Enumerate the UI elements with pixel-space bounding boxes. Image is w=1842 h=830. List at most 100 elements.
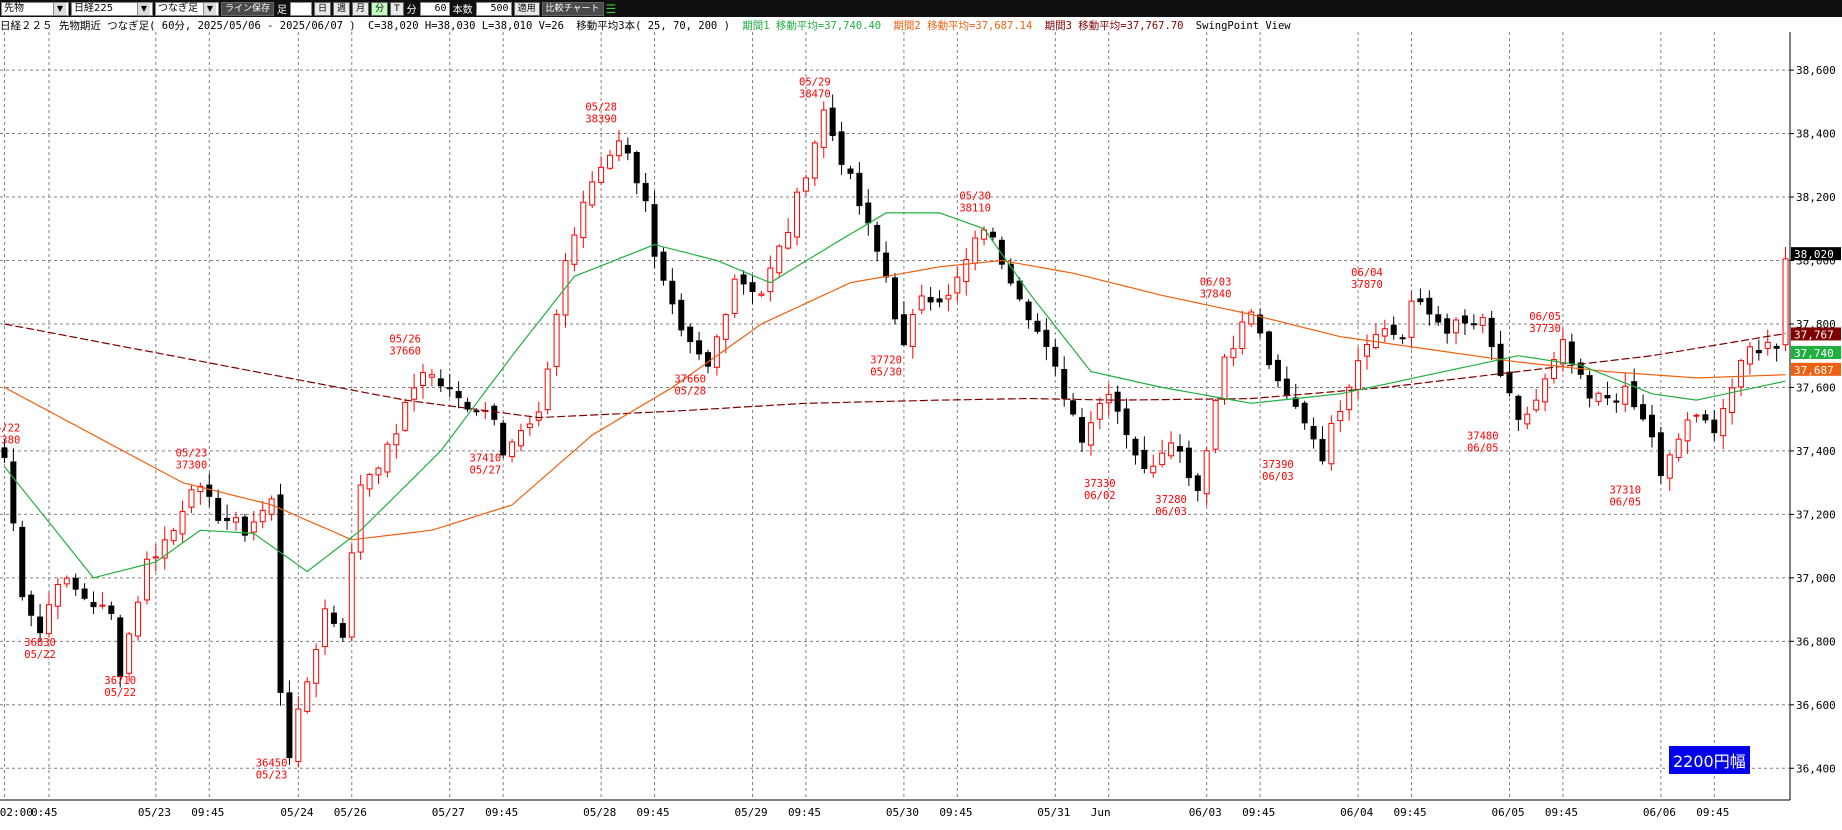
period-week-button[interactable]: 週 — [333, 1, 351, 16]
period-day-button[interactable]: 日 — [314, 1, 332, 16]
candle-body — [1631, 381, 1638, 408]
swing-point-label: 37660 — [674, 373, 706, 385]
candle-body — [1479, 317, 1486, 326]
candle-body — [874, 224, 881, 252]
x-tick-label: Jun — [1091, 806, 1111, 819]
candle-body — [607, 154, 614, 169]
candle-body — [1711, 419, 1718, 434]
candle-body — [1043, 329, 1050, 347]
swing-point-label: 36710 — [104, 675, 136, 687]
candle-body — [491, 405, 498, 420]
x-tick-label: 06/04 — [1340, 806, 1373, 819]
swing-point-label: 06/05 — [1467, 443, 1499, 455]
candle-body — [37, 616, 44, 634]
candle-body — [767, 267, 774, 293]
count-input[interactable]: 500 — [475, 1, 512, 16]
candle-body — [517, 430, 524, 447]
swing-point-label: 06/04 — [1351, 267, 1383, 279]
candle-body — [277, 494, 284, 693]
swing-point-label: 37870 — [1351, 279, 1383, 291]
candle-body — [1087, 422, 1094, 446]
candle-body — [1159, 452, 1166, 466]
minute-label: 分 — [406, 5, 417, 16]
candle-body — [10, 461, 17, 524]
x-tick-label: 05/28 — [583, 806, 616, 819]
candle-body — [384, 443, 391, 473]
candle-body — [108, 605, 115, 614]
swing-point-label: 05/23 — [256, 769, 288, 781]
period-month-button[interactable]: 月 — [352, 1, 370, 16]
y-tick-label: 36,800 — [1796, 635, 1836, 648]
foot-label: 足 — [277, 5, 288, 16]
swing-point-label: 06/02 — [1084, 490, 1116, 502]
candle-body — [1720, 408, 1727, 437]
contract-select[interactable]: つなぎ足 ▼ — [155, 1, 219, 16]
candle-body — [1203, 450, 1210, 495]
candle-body — [713, 336, 720, 368]
x-tick-label: 09:45 — [637, 806, 670, 819]
candle-body — [1595, 392, 1602, 402]
candle-body — [1248, 311, 1255, 325]
candle-body — [1132, 438, 1139, 456]
x-tick-label: 05/26 — [334, 806, 367, 819]
candle-body — [909, 314, 916, 347]
swing-point-label: 05/29 — [799, 76, 831, 88]
x-tick-label: 09:45 — [1545, 806, 1578, 819]
market-select[interactable]: 先物 ▼ — [1, 1, 69, 16]
candle-body — [1586, 375, 1593, 399]
line-save-button[interactable]: ライン保存 — [221, 1, 275, 16]
candle-body — [794, 191, 801, 238]
compare-chart-button[interactable]: 比較チャート — [541, 1, 604, 16]
candle-body — [304, 681, 311, 712]
candle-body — [1114, 391, 1121, 412]
period-tick-button[interactable]: T — [390, 1, 404, 16]
candle-body — [500, 422, 507, 456]
apply-button[interactable]: 適用 — [513, 1, 540, 16]
candle-body — [989, 231, 996, 238]
candle-body — [215, 497, 222, 521]
candle-body — [669, 280, 676, 305]
candle-body — [758, 293, 765, 296]
x-tick-label: 05/23 — [138, 806, 171, 819]
candle-body — [900, 314, 907, 346]
candle-body — [1408, 300, 1415, 338]
candle-body — [1542, 378, 1549, 403]
candle-body — [785, 231, 792, 249]
y-tick-label: 37,200 — [1796, 508, 1836, 521]
minute-input[interactable]: 60 — [419, 1, 450, 16]
candle-body — [135, 601, 142, 637]
candle-body — [357, 484, 364, 553]
candle-body — [1185, 447, 1192, 479]
candle-body — [1016, 280, 1023, 300]
candle-body — [1105, 393, 1112, 404]
x-tick-label: 05/30 — [886, 806, 919, 819]
candle-body — [1221, 356, 1228, 400]
candle-body — [892, 277, 898, 320]
candle-body — [366, 473, 373, 490]
x-tick-label: 09:45 — [191, 806, 224, 819]
swing-point-label: 05/23 — [176, 448, 208, 460]
candle-body — [945, 294, 952, 300]
chart-icon[interactable]: ☰ — [605, 1, 617, 16]
candle-body — [1470, 323, 1477, 326]
candle-body — [1363, 344, 1370, 357]
foot-input[interactable] — [290, 1, 313, 16]
candle-body — [464, 401, 471, 410]
candle-body — [1746, 346, 1753, 365]
swing-point-label: 05/22 — [104, 687, 136, 699]
period-minute-button[interactable]: 分 — [371, 1, 389, 16]
swing-point-label: 37280 — [1155, 494, 1187, 506]
candle-body — [402, 401, 409, 431]
price-tag-label: 37,687 — [1794, 364, 1834, 377]
symbol-select[interactable]: 日経225 ▼ — [71, 1, 153, 16]
symbol-info: 日経２２５ 先物期近 つなぎ足( 60分, 2025/05/06 - 2025/… — [0, 20, 356, 32]
candle-body — [1274, 359, 1281, 382]
candle-body — [722, 314, 729, 340]
candle-body — [241, 516, 248, 536]
y-tick-label: 36,600 — [1796, 699, 1836, 712]
candle-body — [1657, 432, 1664, 476]
candle-body — [1684, 419, 1691, 442]
x-tick-label: 09:45 — [1242, 806, 1275, 819]
candle-body — [1693, 414, 1700, 417]
price-chart[interactable]: 36,400 36,600 36,800 37,000 37,200 37,400 37,6… — [0, 32, 1842, 830]
